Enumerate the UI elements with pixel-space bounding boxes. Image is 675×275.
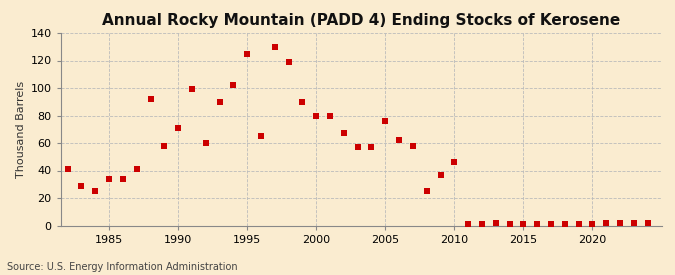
- Point: [601, 221, 612, 225]
- Point: [159, 144, 169, 148]
- Point: [256, 134, 267, 138]
- Point: [242, 51, 252, 56]
- Point: [477, 222, 487, 226]
- Point: [49, 72, 59, 76]
- Point: [117, 177, 128, 181]
- Point: [615, 221, 626, 225]
- Point: [463, 222, 474, 226]
- Point: [62, 167, 73, 171]
- Text: Source: U.S. Energy Information Administration: Source: U.S. Energy Information Administ…: [7, 262, 238, 272]
- Point: [532, 222, 543, 226]
- Point: [269, 45, 280, 49]
- Point: [90, 189, 101, 193]
- Point: [104, 177, 115, 181]
- Point: [338, 131, 349, 136]
- Point: [587, 222, 598, 226]
- Point: [76, 183, 87, 188]
- Y-axis label: Thousand Barrels: Thousand Barrels: [16, 81, 26, 178]
- Point: [643, 221, 653, 225]
- Point: [573, 222, 584, 226]
- Point: [366, 145, 377, 149]
- Point: [628, 221, 639, 225]
- Point: [228, 83, 239, 87]
- Point: [504, 222, 515, 226]
- Point: [186, 87, 197, 92]
- Point: [380, 119, 391, 123]
- Title: Annual Rocky Mountain (PADD 4) Ending Stocks of Kerosene: Annual Rocky Mountain (PADD 4) Ending St…: [102, 13, 620, 28]
- Point: [449, 160, 460, 164]
- Point: [311, 113, 322, 118]
- Point: [352, 145, 363, 149]
- Point: [145, 97, 156, 101]
- Point: [214, 100, 225, 104]
- Point: [435, 172, 446, 177]
- Point: [173, 126, 184, 130]
- Point: [132, 167, 142, 171]
- Point: [490, 221, 501, 225]
- Point: [408, 144, 418, 148]
- Point: [297, 100, 308, 104]
- Point: [284, 60, 294, 64]
- Point: [560, 222, 570, 226]
- Point: [421, 189, 432, 193]
- Point: [325, 113, 335, 118]
- Point: [545, 222, 556, 226]
- Point: [200, 141, 211, 145]
- Point: [394, 138, 404, 142]
- Point: [518, 222, 529, 226]
